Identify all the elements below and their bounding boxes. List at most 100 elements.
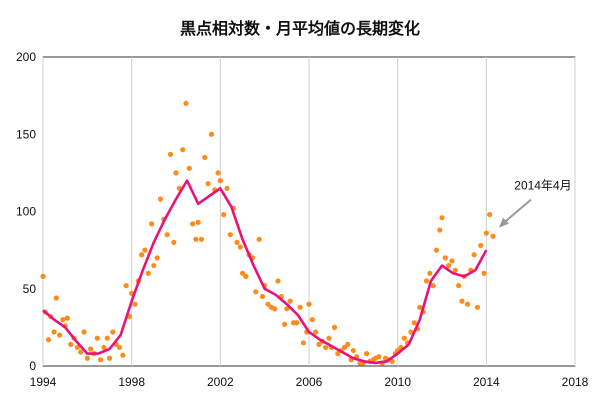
data-point <box>423 278 430 284</box>
data-point <box>139 252 145 258</box>
data-point <box>123 283 129 289</box>
data-point <box>408 329 414 335</box>
data-point <box>51 329 57 335</box>
data-point <box>145 270 151 276</box>
data-point <box>104 335 110 341</box>
x-tick-label: 1994 <box>30 375 57 389</box>
data-point <box>417 304 423 310</box>
data-point <box>224 185 230 191</box>
data-point <box>341 344 348 351</box>
data-point <box>389 358 395 364</box>
data-point <box>208 131 215 137</box>
monthly-points-series <box>40 100 496 366</box>
data-point <box>202 154 208 161</box>
data-point <box>427 270 433 276</box>
data-point <box>265 301 271 307</box>
x-tick-label: 2018 <box>562 375 589 389</box>
data-point <box>335 351 341 357</box>
y-tick-label: 200 <box>16 50 36 64</box>
data-point <box>151 262 157 269</box>
data-point <box>483 230 489 236</box>
data-point <box>94 335 100 341</box>
data-point <box>471 252 477 258</box>
data-point <box>195 219 201 225</box>
data-point <box>239 270 246 276</box>
data-point <box>45 337 52 343</box>
data-point <box>40 273 46 279</box>
annotation-arrow <box>503 198 532 224</box>
x-axis: 1994 1998 2002 2006 2010 2014 2018 <box>30 375 589 389</box>
data-point <box>198 236 205 242</box>
data-point <box>217 178 223 184</box>
data-point <box>167 151 174 157</box>
data-point <box>449 258 455 264</box>
data-point <box>81 329 87 335</box>
data-point <box>316 341 322 347</box>
data-point <box>272 306 278 312</box>
data-point <box>157 196 164 202</box>
data-point <box>306 301 312 307</box>
data-point <box>164 232 170 238</box>
data-point <box>116 344 123 351</box>
annotation-group: 2014年4月 <box>498 179 572 228</box>
data-point <box>142 247 148 253</box>
data-point <box>259 293 266 300</box>
data-point <box>401 335 407 341</box>
data-point <box>84 355 90 361</box>
data-point <box>186 165 192 171</box>
data-point <box>234 239 240 245</box>
data-point <box>459 298 465 304</box>
data-point <box>313 329 319 335</box>
data-point <box>442 255 448 261</box>
data-point <box>282 321 288 327</box>
data-point <box>487 211 493 218</box>
data-point <box>345 341 351 347</box>
data-point <box>490 233 496 239</box>
data-point <box>215 170 221 176</box>
data-point <box>433 247 440 253</box>
data-point <box>411 320 417 326</box>
data-point <box>376 354 382 360</box>
data-point <box>221 211 227 218</box>
data-point <box>287 298 293 304</box>
x-tick-label: 2006 <box>296 375 323 389</box>
data-point <box>309 317 315 323</box>
data-point <box>193 236 199 242</box>
data-point <box>68 341 74 347</box>
data-point <box>173 170 179 176</box>
data-point <box>180 147 186 153</box>
y-axis: 0 50 100 150 200 <box>16 50 36 373</box>
data-point <box>154 255 160 261</box>
data-point <box>437 227 443 233</box>
data-point <box>446 262 452 269</box>
x-tick-label: 2014 <box>473 375 500 389</box>
y-tick-label: 50 <box>23 282 37 296</box>
data-point <box>132 301 138 307</box>
grid-lines <box>42 56 576 367</box>
data-point <box>88 346 94 352</box>
data-point <box>439 215 445 221</box>
x-tick-label: 1998 <box>118 375 145 389</box>
data-point <box>275 278 281 284</box>
data-point <box>98 357 104 363</box>
x-tick-label: 2010 <box>384 375 411 389</box>
data-point <box>297 304 303 310</box>
smoothed-line <box>42 179 488 365</box>
data-point <box>481 270 487 276</box>
data-point <box>57 332 63 338</box>
chart-title: 黒点相対数・月平均値の長期変化 <box>180 19 420 38</box>
data-point <box>64 315 70 321</box>
data-point <box>456 283 462 289</box>
data-point <box>60 317 66 323</box>
y-tick-label: 0 <box>29 359 36 373</box>
data-point <box>205 181 211 187</box>
smoothed-line-series <box>42 179 488 365</box>
data-point <box>120 352 126 358</box>
data-point <box>323 344 329 351</box>
data-point <box>294 320 300 326</box>
data-point <box>478 242 484 249</box>
data-point <box>331 324 338 330</box>
data-point <box>78 349 84 355</box>
data-point <box>183 100 189 106</box>
